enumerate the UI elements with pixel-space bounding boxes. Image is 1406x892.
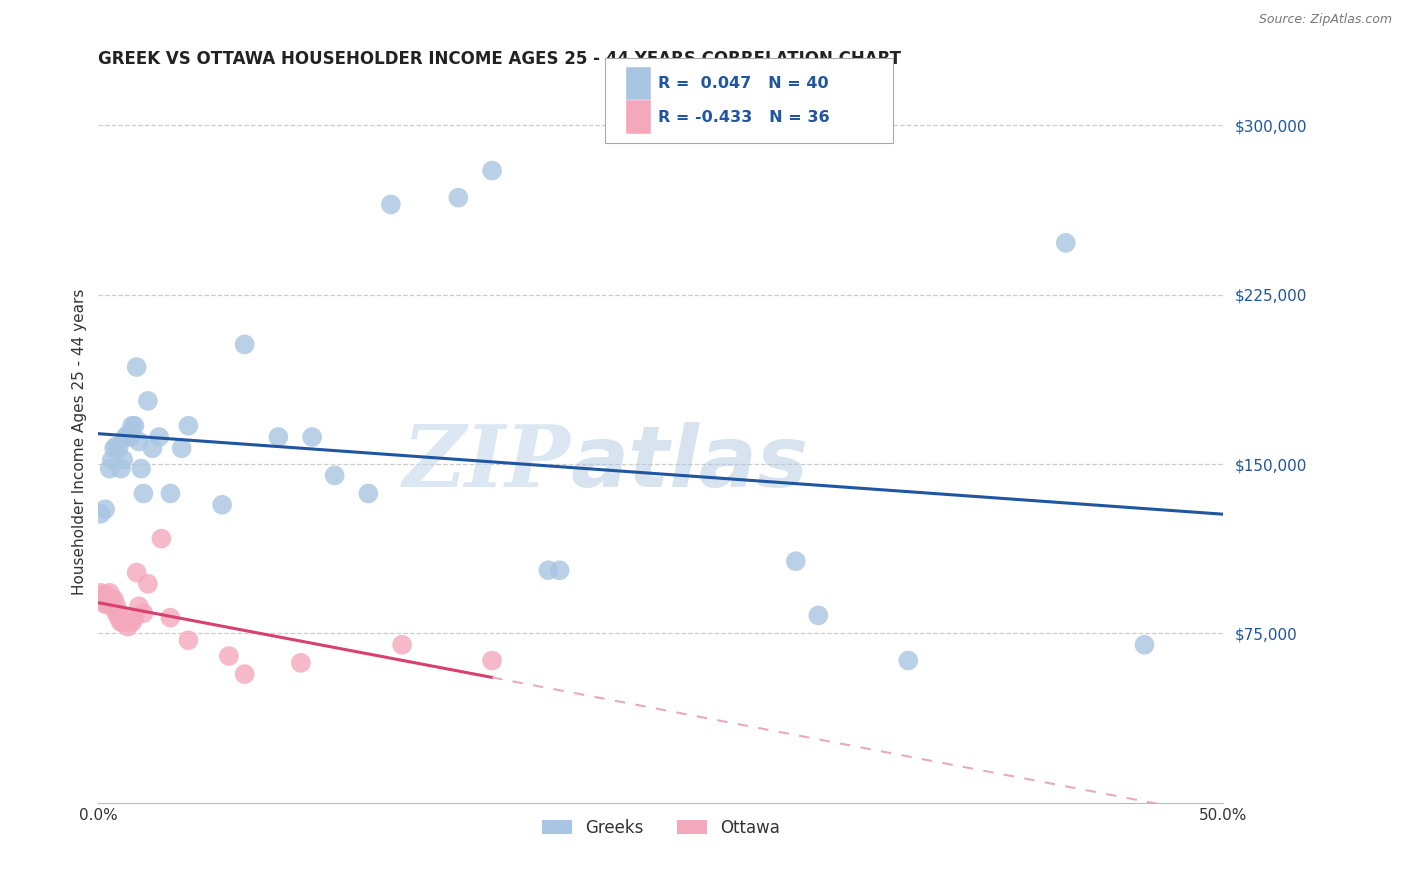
Point — [101, 592, 124, 607]
Point — [548, 563, 571, 577]
Point — [233, 667, 256, 681]
Point — [91, 588, 114, 602]
Point — [121, 615, 143, 630]
Point — [94, 597, 117, 611]
Point — [114, 430, 136, 444]
Text: ZIP: ZIP — [404, 421, 571, 505]
Point — [107, 442, 129, 456]
Point — [1133, 638, 1156, 652]
Point — [90, 507, 112, 521]
Point — [897, 654, 920, 668]
Point — [447, 191, 470, 205]
Point — [357, 486, 380, 500]
Point — [211, 498, 233, 512]
Point — [121, 418, 143, 433]
Point — [141, 442, 163, 456]
Point — [105, 599, 128, 614]
Text: atlas: atlas — [571, 422, 808, 505]
Point — [290, 656, 312, 670]
Point — [117, 427, 139, 442]
Point — [107, 606, 129, 620]
Point — [129, 461, 152, 475]
Point — [218, 648, 240, 663]
Point — [98, 597, 121, 611]
Point — [94, 588, 117, 602]
Point — [391, 638, 413, 652]
Text: R = -0.433   N = 36: R = -0.433 N = 36 — [658, 110, 830, 125]
Point — [124, 418, 146, 433]
Point — [110, 461, 132, 475]
Point — [148, 430, 170, 444]
Point — [98, 586, 121, 600]
Point — [1054, 235, 1077, 250]
Point — [125, 359, 148, 374]
Point — [785, 554, 807, 568]
Point — [159, 486, 181, 500]
Point — [110, 610, 132, 624]
Point — [177, 418, 200, 433]
Point — [132, 486, 155, 500]
Point — [105, 439, 128, 453]
Point — [170, 442, 193, 456]
Point — [301, 430, 323, 444]
Point — [481, 163, 503, 178]
Point — [103, 592, 125, 607]
Point — [96, 597, 118, 611]
Point — [177, 633, 200, 648]
Point — [125, 566, 148, 580]
Point — [117, 620, 139, 634]
Point — [110, 615, 132, 630]
Point — [91, 592, 114, 607]
Point — [128, 434, 150, 449]
Point — [107, 610, 129, 624]
Point — [98, 461, 121, 475]
Point — [90, 586, 112, 600]
Point — [112, 452, 135, 467]
Point — [94, 502, 117, 516]
Point — [150, 532, 173, 546]
Point — [537, 563, 560, 577]
Point — [136, 576, 159, 591]
Point — [267, 430, 290, 444]
Point — [101, 597, 124, 611]
Point — [96, 592, 118, 607]
Text: R =  0.047   N = 40: R = 0.047 N = 40 — [658, 76, 828, 91]
Point — [233, 337, 256, 351]
Point — [105, 606, 128, 620]
Point — [114, 615, 136, 630]
Point — [124, 610, 146, 624]
Point — [807, 608, 830, 623]
Point — [323, 468, 346, 483]
Point — [101, 452, 124, 467]
Text: GREEK VS OTTAWA HOUSEHOLDER INCOME AGES 25 - 44 YEARS CORRELATION CHART: GREEK VS OTTAWA HOUSEHOLDER INCOME AGES … — [98, 50, 901, 68]
Point — [103, 601, 125, 615]
Text: Source: ZipAtlas.com: Source: ZipAtlas.com — [1258, 13, 1392, 27]
Point — [118, 430, 141, 444]
Point — [112, 615, 135, 630]
Point — [481, 654, 503, 668]
Point — [128, 599, 150, 614]
Point — [132, 606, 155, 620]
Point — [159, 610, 181, 624]
Legend: Greeks, Ottawa: Greeks, Ottawa — [533, 810, 789, 845]
Point — [136, 393, 159, 408]
Point — [380, 197, 402, 211]
Point — [103, 442, 125, 456]
Y-axis label: Householder Income Ages 25 - 44 years: Householder Income Ages 25 - 44 years — [72, 288, 87, 595]
